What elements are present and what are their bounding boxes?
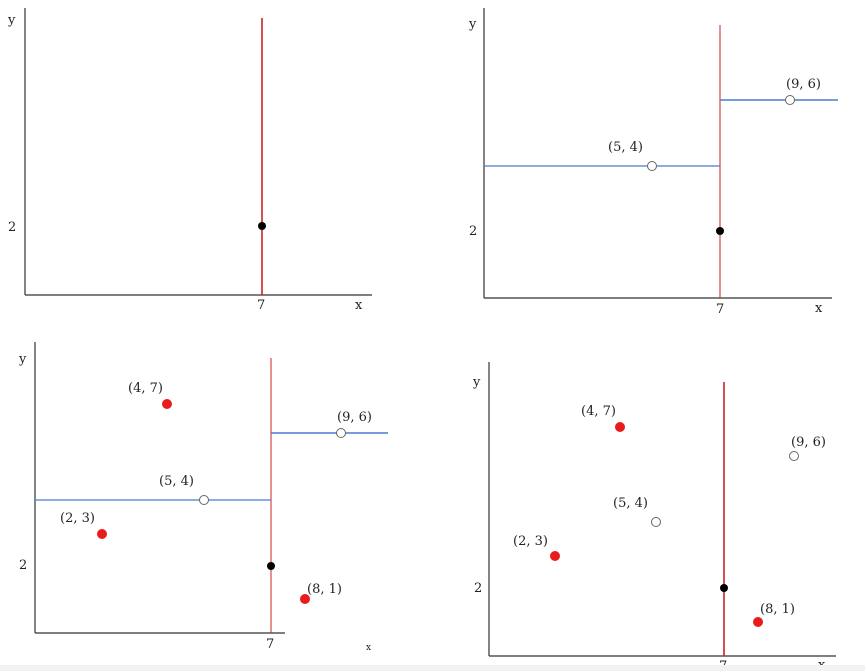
y-tick-label: 2	[8, 220, 16, 235]
point-4-7	[615, 422, 625, 432]
point-5-4	[199, 495, 209, 505]
split-point	[716, 227, 724, 235]
point-label: (5, 4)	[613, 496, 648, 511]
split-point	[258, 222, 266, 230]
point-5-4	[651, 517, 661, 527]
panel-2: y x 2 7 (5, 4) (9, 6)	[468, 8, 838, 317]
point-8-1	[300, 594, 310, 604]
panel-4: y 2 7 x (4, 7) (9, 6) (5, 4) (2, 3) (8, …	[472, 362, 836, 671]
point-2-3	[550, 551, 560, 561]
x-axis-label: x	[366, 643, 371, 653]
point-label: (2, 3)	[60, 511, 95, 526]
point-label: (8, 1)	[760, 602, 795, 617]
y-axis-label: y	[18, 352, 27, 367]
x-tick-label: 7	[257, 298, 265, 313]
point-label: (9, 6)	[337, 410, 372, 425]
point-9-6	[336, 428, 346, 438]
point-label: (9, 6)	[786, 77, 821, 92]
point-label: (2, 3)	[513, 534, 548, 549]
point-label: (4, 7)	[581, 404, 616, 419]
y-tick-label: 2	[19, 558, 27, 573]
y-tick-label: 2	[474, 581, 482, 596]
point-2-3	[97, 529, 107, 539]
point-label: (5, 4)	[608, 140, 643, 155]
point-9-6	[789, 451, 799, 461]
point-label: (8, 1)	[307, 582, 342, 597]
point-label: (4, 7)	[128, 381, 163, 396]
y-axis-label: y	[468, 17, 477, 32]
point-label: (5, 4)	[159, 474, 194, 489]
y-tick-label: 2	[469, 224, 477, 239]
y-axis-label: y	[472, 375, 481, 390]
x-axis-label: x	[355, 298, 363, 313]
split-point	[720, 584, 728, 592]
x-axis-label: x	[815, 301, 823, 316]
y-axis-label: y	[7, 13, 16, 28]
panel-3: y 2 7 x (4, 7) (9, 6) (5, 4) (2, 3) (8, …	[18, 342, 388, 653]
point-9-6	[785, 95, 795, 105]
point-5-4	[647, 161, 657, 171]
point-label: (9, 6)	[791, 435, 826, 450]
x-axis-label: x	[818, 658, 826, 671]
x-tick-label: 7	[266, 637, 274, 652]
point-4-7	[162, 399, 172, 409]
bottom-edge	[0, 665, 865, 671]
x-tick-label: 7	[716, 302, 724, 317]
panel-1: y x 2 7	[7, 8, 372, 313]
split-point	[267, 562, 275, 570]
point-8-1	[753, 617, 763, 627]
